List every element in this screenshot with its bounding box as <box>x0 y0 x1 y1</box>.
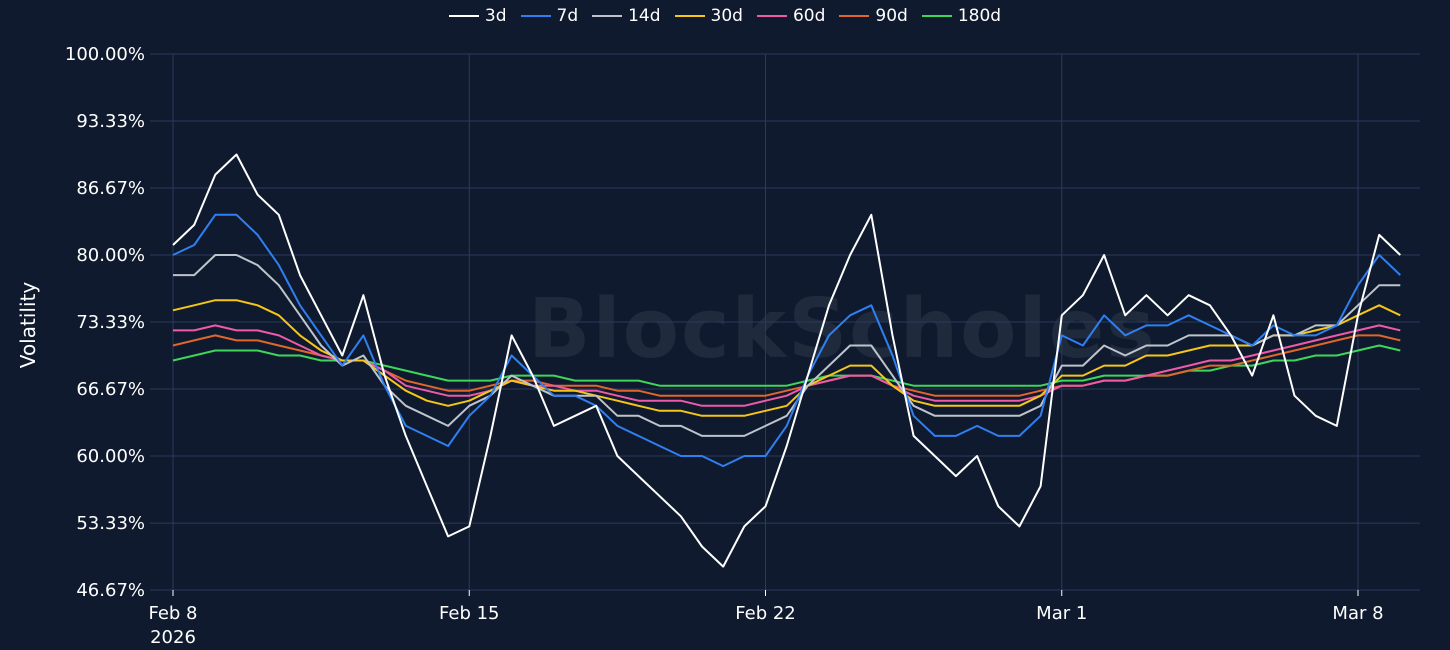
legend-item-60d[interactable]: 60d <box>756 6 826 26</box>
x-tick-label: Feb 8 <box>148 603 197 624</box>
x-tick-label: Feb 22 <box>735 603 796 624</box>
legend-label: 7d <box>556 6 579 26</box>
legend-swatch <box>592 15 623 17</box>
legend-swatch <box>448 15 479 17</box>
legend-item-30d[interactable]: 30d <box>674 6 743 26</box>
legend-label: 3d <box>484 6 507 26</box>
legend-item-7d[interactable]: 7d <box>520 6 579 26</box>
series-line-7d <box>172 213 1401 468</box>
y-tick-label: 80.00% <box>76 245 145 266</box>
legend-label: 60d <box>792 6 826 26</box>
x-tick-label: Mar 8 <box>1332 603 1383 624</box>
x-tick-label: Feb 15 <box>439 603 500 624</box>
y-tick-label: 53.33% <box>76 513 145 534</box>
legend-item-180d[interactable]: 180d <box>921 6 1002 26</box>
legend: 3d 7d 14d 30d 60d 90d 180d <box>0 6 1450 26</box>
series-line-180d <box>172 344 1401 387</box>
legend-item-90d[interactable]: 90d <box>839 6 908 26</box>
y-tick-label: 93.33% <box>76 111 145 132</box>
y-tick-label: 60.00% <box>76 446 145 467</box>
legend-label: 14d <box>628 6 661 26</box>
legend-swatch <box>756 15 787 17</box>
series-line-3d <box>172 153 1401 568</box>
x-tick-label: Mar 1 <box>1036 603 1087 624</box>
y-tick-label: 86.67% <box>76 178 145 199</box>
legend-item-3d[interactable]: 3d <box>448 6 507 26</box>
legend-label: 90d <box>875 6 908 26</box>
y-tick-label: 66.67% <box>76 379 145 400</box>
watermark: BlockScholes <box>528 282 1157 377</box>
legend-label: 180d <box>957 6 1002 26</box>
legend-swatch <box>674 15 705 17</box>
legend-swatch <box>839 15 870 17</box>
y-tick-label: 73.33% <box>76 312 145 333</box>
legend-item-14d[interactable]: 14d <box>592 6 661 26</box>
x-tick-sublabel: 2026 <box>150 627 196 648</box>
legend-swatch <box>921 15 952 17</box>
legend-label: 30d <box>710 6 743 26</box>
legend-swatch <box>520 15 551 17</box>
y-tick-label: 46.67% <box>76 580 145 601</box>
series-line-14d <box>173 254 1401 437</box>
y-tick-label: 100.00% <box>65 44 145 65</box>
